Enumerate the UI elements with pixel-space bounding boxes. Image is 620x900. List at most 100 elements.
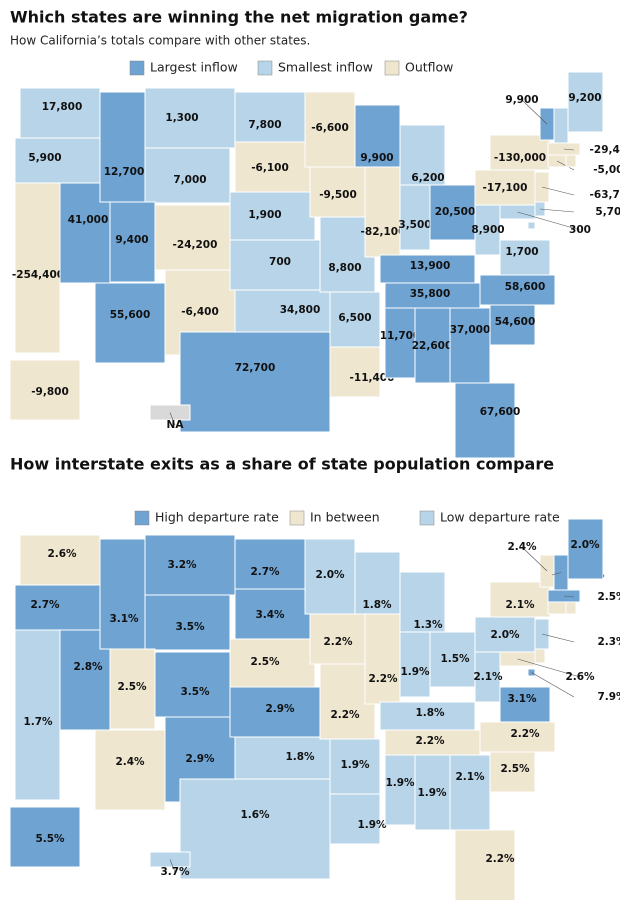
state-label: 700 [269, 256, 291, 268]
leader-line [551, 572, 562, 576]
state-label: -5,000 [593, 164, 620, 176]
state-label: 1.5% [440, 653, 470, 665]
state [179, 331, 331, 433]
leader-line [169, 859, 176, 873]
state [565, 601, 577, 615]
state [229, 686, 321, 738]
legend-label: Largest inflow [150, 60, 238, 75]
state [234, 538, 306, 590]
state [449, 307, 491, 384]
leader-line [541, 186, 575, 196]
state-label: 5,900 [28, 152, 61, 164]
state-label: 2.3% [597, 636, 620, 648]
state-label: 12,700 [104, 166, 145, 178]
state [499, 686, 551, 723]
state-label: -29,400 [590, 144, 620, 156]
state [534, 648, 546, 664]
state-label: 7,000 [173, 174, 206, 186]
state [94, 729, 166, 811]
state-label: 2.1% [473, 671, 503, 683]
map-title: Which states are winning the net migrati… [10, 8, 468, 27]
state [454, 829, 516, 900]
state [547, 601, 567, 615]
state-label: 7,800 [248, 119, 281, 131]
state-label: 3.1% [109, 613, 139, 625]
state [144, 594, 231, 651]
state-label: 5.5% [35, 833, 65, 845]
state [234, 736, 331, 780]
state [384, 729, 481, 756]
state-label: 20,500 [435, 206, 476, 218]
state-label: -6,400 [181, 306, 219, 318]
state-label: 2.5% [500, 763, 530, 775]
state-label: 2.6% [565, 671, 595, 683]
state-label: 2.4% [115, 756, 145, 768]
state-label: 2.1% [505, 599, 535, 611]
state-label: 55,600 [110, 309, 151, 321]
state [99, 91, 146, 203]
state-label: 2.4% [507, 541, 537, 553]
state [329, 793, 381, 845]
state [304, 538, 356, 615]
state [109, 201, 156, 283]
state [229, 191, 316, 241]
state [553, 107, 569, 144]
state-label: 2.9% [185, 753, 215, 765]
state-label: 2.2% [415, 735, 445, 747]
state-label: -9,500 [319, 189, 357, 201]
state [429, 184, 476, 241]
state [19, 534, 101, 586]
state [14, 182, 61, 354]
state [379, 701, 476, 731]
state [474, 616, 536, 653]
leader-line [539, 208, 575, 213]
state [9, 806, 81, 868]
state [379, 254, 476, 284]
state-label: 2.5% [117, 681, 147, 693]
state-label: 8,800 [328, 262, 361, 274]
state-label: -11,400 [350, 372, 395, 384]
state-label: 2.5% [597, 591, 620, 603]
state [144, 147, 231, 204]
state-label: 2.0% [570, 539, 600, 551]
state-label: 9,900 [505, 94, 538, 106]
state-label: 17,800 [42, 101, 83, 113]
state [414, 307, 451, 384]
state [234, 91, 306, 143]
state [499, 239, 551, 276]
state-label: -9,800 [31, 386, 69, 398]
state-label: 6,200 [411, 172, 444, 184]
state-label: 37,000 [450, 324, 491, 336]
state-label: 6,500 [338, 312, 371, 324]
leader-line [169, 412, 176, 426]
state [9, 359, 81, 421]
state [109, 648, 156, 730]
state [144, 534, 236, 596]
state [354, 551, 401, 615]
state-label: 300 [569, 224, 591, 236]
state [364, 613, 401, 705]
state-label: 54,600 [495, 316, 536, 328]
state [454, 382, 516, 459]
state-label: 7.9% [597, 691, 620, 703]
state-label: 2.9% [265, 703, 295, 715]
legend-label: In between [310, 510, 380, 525]
state-label: 2.0% [490, 629, 520, 641]
state [384, 307, 416, 379]
state-label: 9,200 [568, 92, 601, 104]
state-label: 1,300 [165, 112, 198, 124]
state-label: 2.2% [510, 728, 540, 740]
state-label: 22,600 [412, 340, 453, 352]
state-label: 3.5% [180, 686, 210, 698]
state [364, 166, 401, 258]
state-label: 1,700 [505, 246, 538, 258]
state-label: -82,100 [361, 226, 406, 238]
state-label: 3.4% [255, 609, 285, 621]
leader-line [531, 672, 575, 698]
state-label: 5,700 [595, 206, 620, 218]
state [19, 87, 101, 139]
leader-line [517, 211, 581, 231]
state [399, 184, 431, 251]
state-label: 2.8% [73, 661, 103, 673]
